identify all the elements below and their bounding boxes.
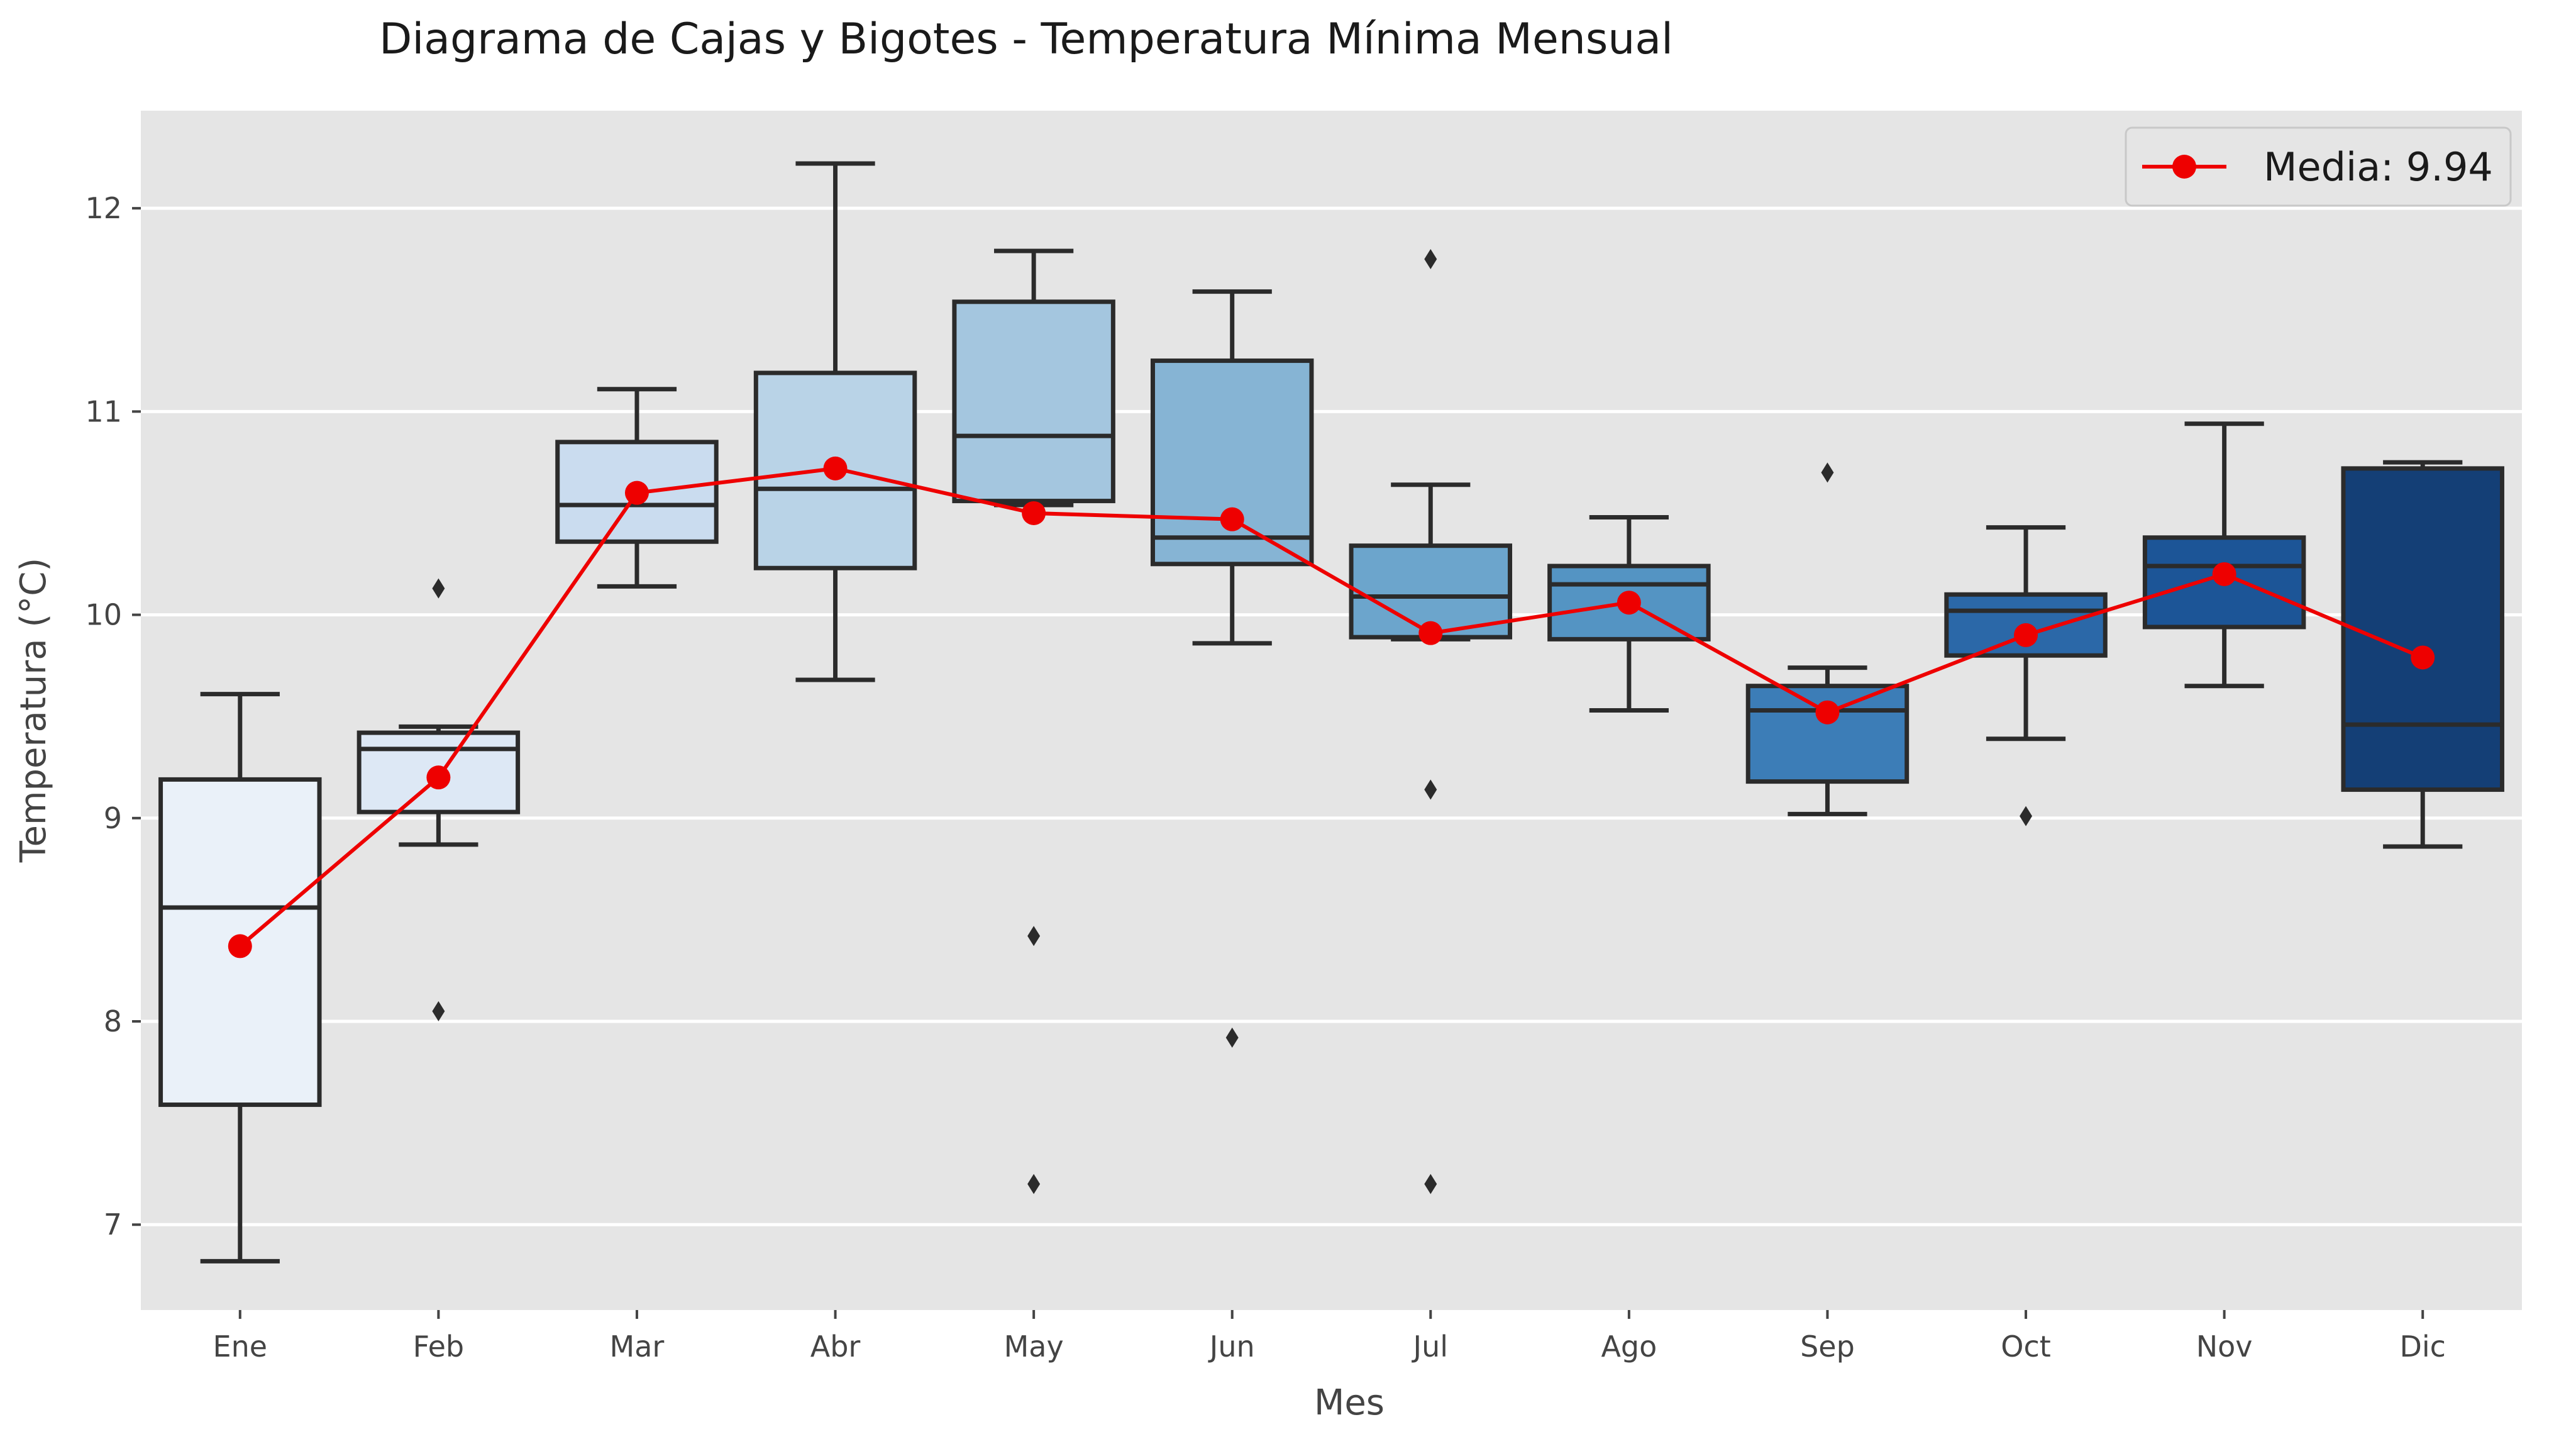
x-tick-label: Feb [413,1330,464,1363]
outlier-marker [1027,926,1041,947]
outlier-marker [1424,248,1437,269]
outlier-marker [1225,1027,1239,1048]
box-body [2341,466,2504,792]
mean-point [1617,591,1641,615]
x-tick-label: Mar [610,1330,665,1363]
box-body [1150,358,1314,567]
mean-point [1815,700,1840,725]
y-axis-ticks: 7 8 9 10 11 12 [85,191,141,1241]
mean-point [1022,501,1046,525]
y-tick-label: 11 [85,394,122,428]
legend: Media: 9.94 [2125,126,2512,207]
outlier-marker [1424,1174,1437,1194]
y-tick-label: 12 [85,191,122,225]
mean-point [228,934,252,958]
mean-point [2212,562,2236,586]
x-tick-label: Abr [810,1330,861,1363]
x-tick-label: Ene [213,1330,268,1363]
outlier-marker [432,1001,445,1021]
mean-point [1418,621,1443,645]
x-tick-label: Nov [2196,1330,2253,1363]
mean-point [2014,623,2038,647]
x-tick-label: Jul [1412,1330,1449,1363]
mean-point [823,456,848,480]
mean-point [624,480,649,505]
x-tick-label: Sep [1800,1330,1855,1363]
outlier-marker [1027,1174,1041,1194]
y-tick-label: 7 [104,1208,122,1241]
mean-line [238,466,2424,948]
x-axis-label: Mes [1314,1382,1385,1423]
plot-area [141,111,2522,1310]
x-tick-label: Oct [2001,1330,2051,1363]
mean-series [228,456,2435,958]
outlier-marker [2020,806,2033,826]
box-dic [2341,460,2504,849]
outlier-marker [1424,779,1437,800]
mean-point [1220,507,1244,531]
x-tick-label: Dic [2399,1330,2446,1363]
x-axis-ticks: Ene Feb Mar Abr May Jun Jul Ago Sep Oct Nov Dic [213,1310,2446,1363]
mean-point [426,765,451,790]
box-body [1745,684,1910,784]
mean-point [2411,645,2435,670]
y-tick-label: 9 [104,801,122,835]
y-axis-label: Temperatura (°C) [13,558,54,863]
box-body [952,299,1115,504]
y-tick-label: 10 [85,598,122,632]
box-nov [2142,421,2306,689]
legend-label-mean: Media: 9.94 [2264,144,2493,190]
legend-marker-swatch [2172,155,2196,179]
x-tick-label: Jun [1208,1330,1255,1363]
y-tick-label: 8 [104,1004,122,1038]
outlier-marker [432,578,445,599]
x-tick-label: May [1004,1330,1064,1363]
grid-lines [141,206,2522,1226]
outlier-marker [1821,462,1834,483]
x-tick-label: Ago [1601,1330,1657,1363]
chart-title: Diagrama de Cajas y Bigotes - Temperatur… [379,14,1673,64]
legend-frame [2125,126,2512,207]
box-may [952,248,1115,1194]
